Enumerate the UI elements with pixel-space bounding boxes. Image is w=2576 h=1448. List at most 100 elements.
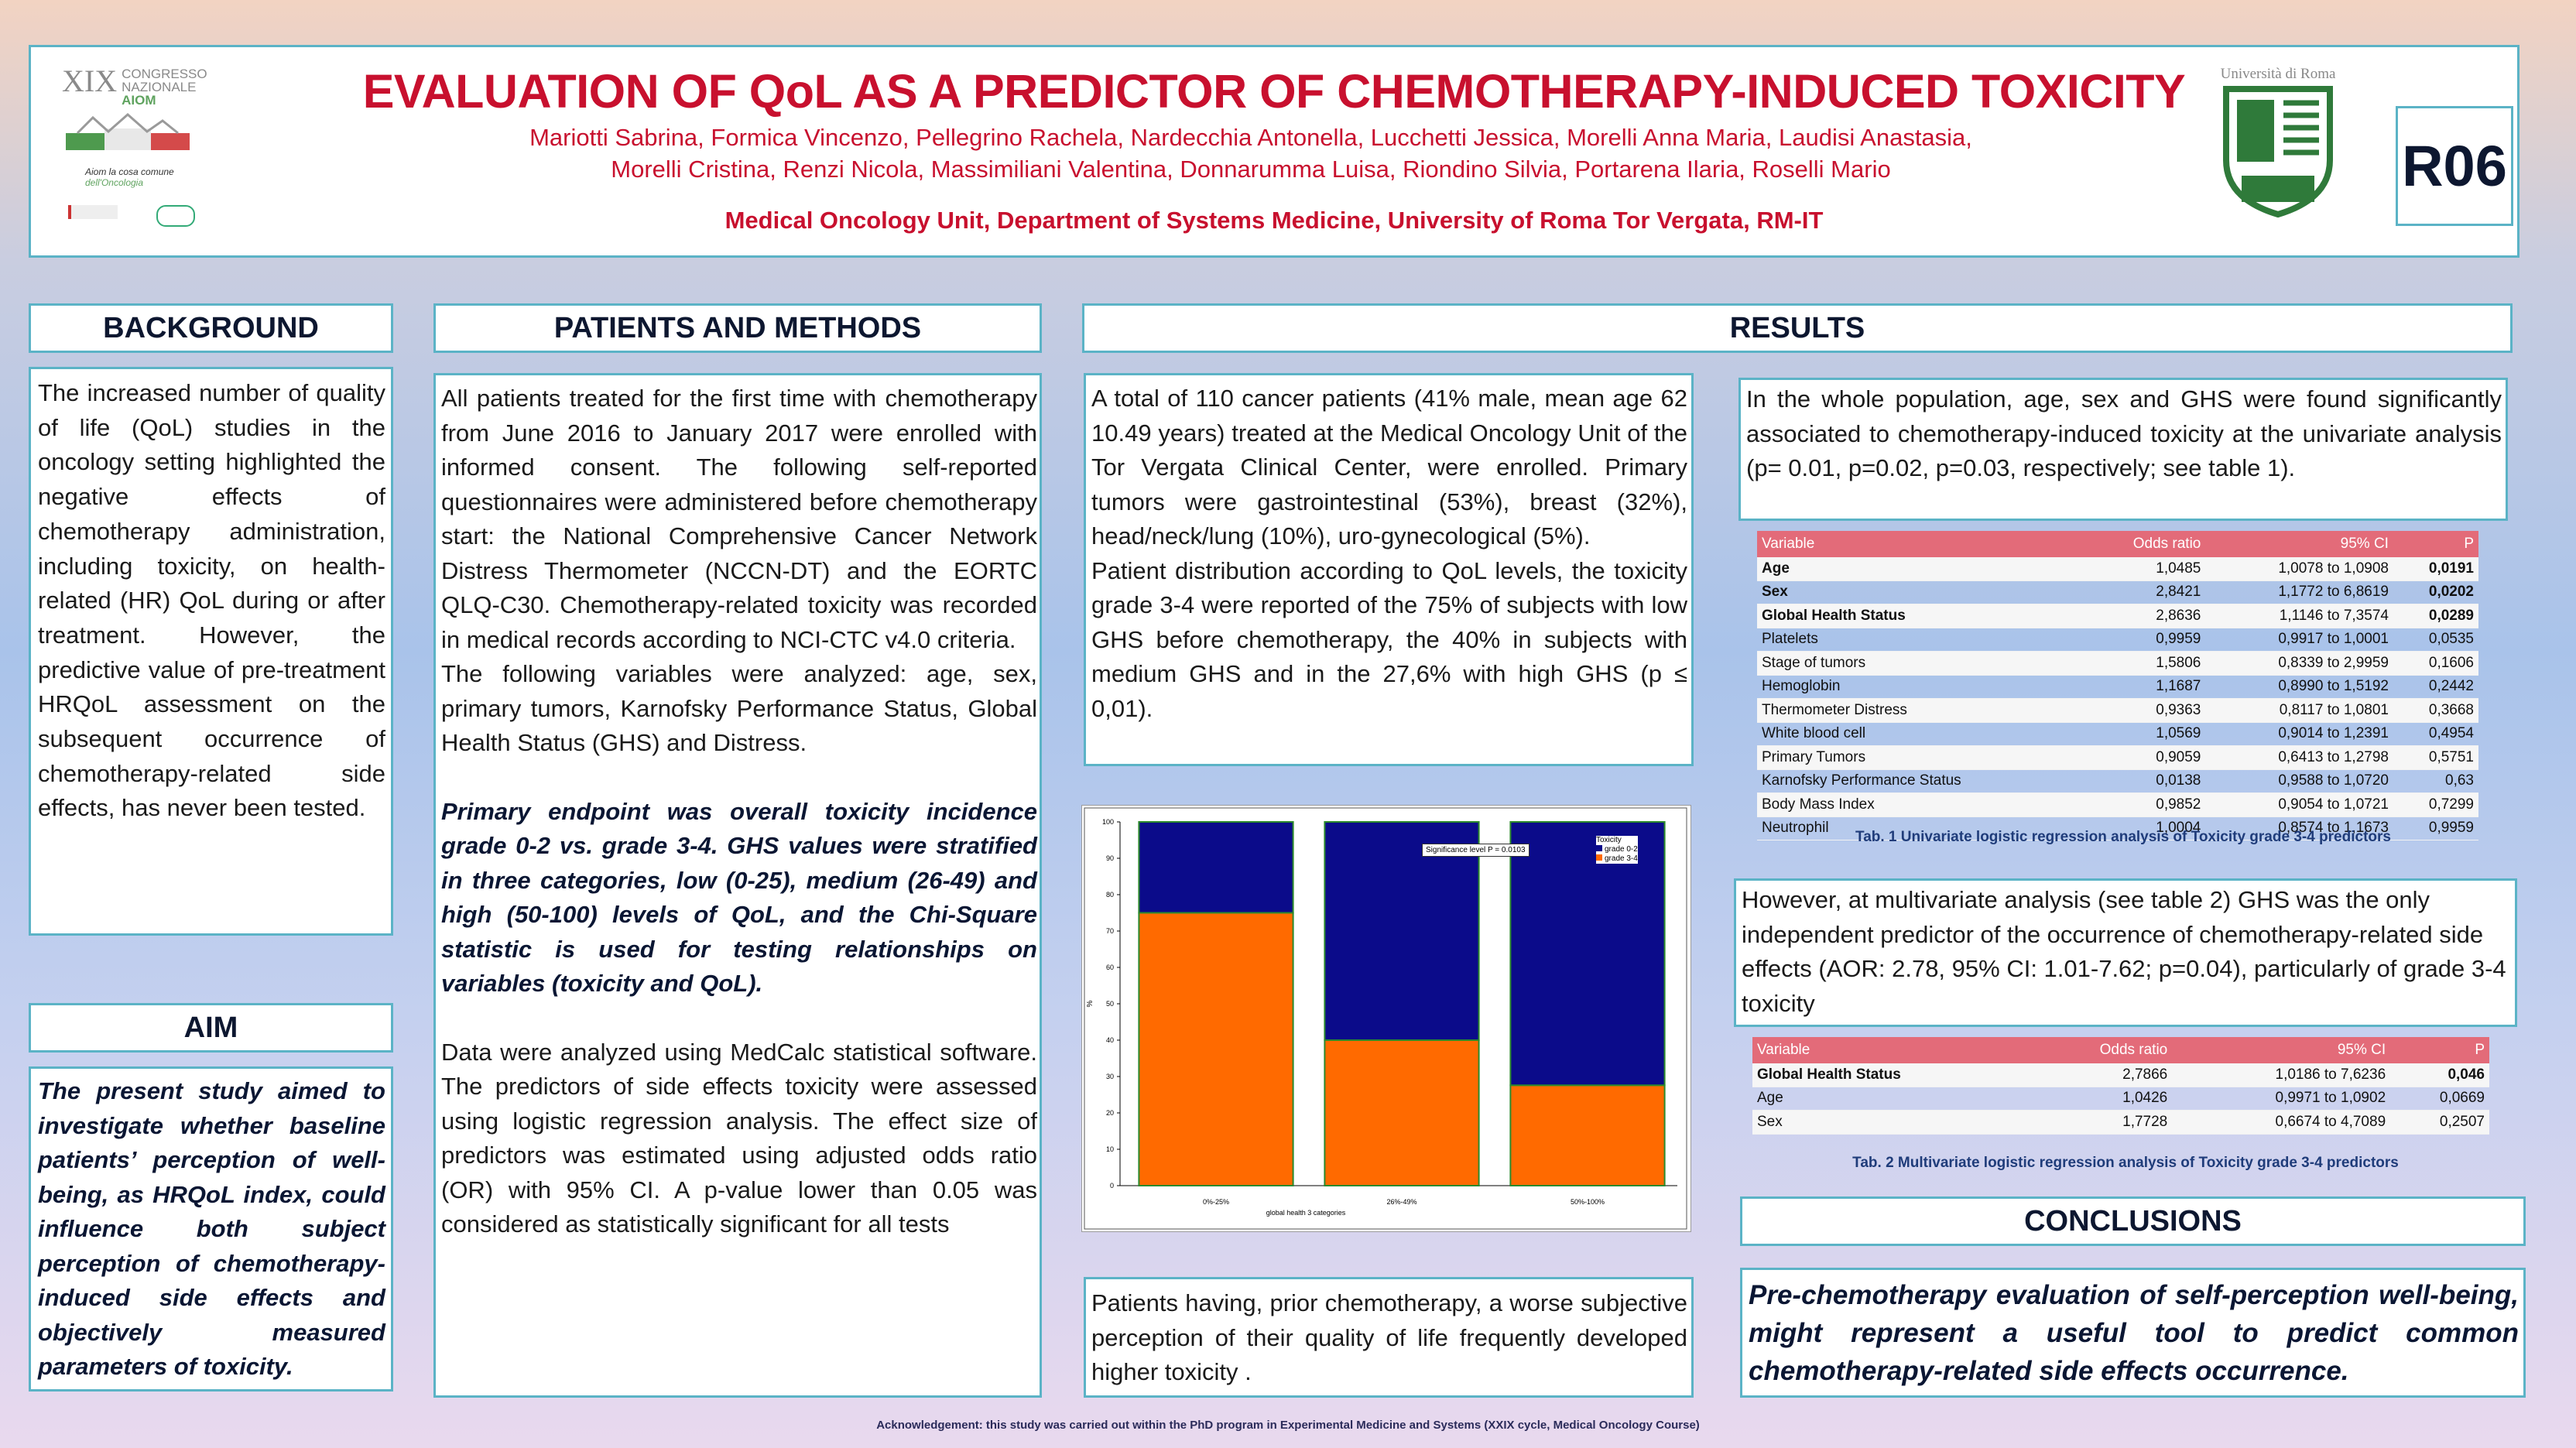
results-summary-text: A total of 110 cancer patients (41% male…	[1091, 382, 1687, 726]
methods-text: All patients treated for the first time …	[441, 382, 1037, 1242]
results-conclusion-panel: Patients having, prior chemotherapy, a w…	[1084, 1277, 1694, 1398]
table-cell: Platelets	[1757, 628, 2085, 652]
table-cell: 0,8574 to 1,1673	[2205, 816, 2393, 840]
multivariate-panel: However, at multivariate analysis (see t…	[1734, 878, 2517, 1027]
poster-id-badge: R06	[2396, 106, 2513, 226]
aim-panel: The present study aimed to investigate w…	[29, 1066, 393, 1392]
table-cell: 1,0078 to 1,0908	[2205, 557, 2393, 581]
table-cell: 0,9917 to 1,0001	[2205, 628, 2393, 652]
table-cell: 0,0669	[2390, 1087, 2489, 1111]
table-cell: Neutrophil	[1757, 816, 2085, 840]
table-cell: 0,9852	[2084, 792, 2206, 817]
table-cell: Hemoglobin	[1757, 675, 2085, 699]
table-cell: 0,9959	[2393, 816, 2478, 840]
y-tick-label: 50	[1106, 1000, 1114, 1008]
table-row: Platelets 0,9959 0,9917 to 1,0001 0,0535	[1757, 628, 2478, 652]
table-row: Sex 2,8421 1,1772 to 6,8619 0,0202	[1757, 580, 2478, 604]
table-cell: Thermometer Distress	[1757, 698, 2085, 723]
table-cell: 0,9054 to 1,0721	[2205, 792, 2393, 817]
table-cell: 1,0004	[2084, 816, 2206, 840]
methods-heading: PATIENTS AND METHODS	[433, 303, 1042, 353]
methods-paragraph-2: The following variables were analyzed: a…	[441, 660, 1037, 756]
table-cell: 0,5751	[2393, 745, 2478, 770]
congress-logo-graphic	[66, 113, 190, 150]
table-cell: Age	[1752, 1087, 2032, 1111]
table2-caption: Tab. 2 Multivariate logistic regression …	[1852, 1155, 2399, 1171]
table-cell: Stage of tumors	[1757, 651, 2085, 676]
bar-grade-0-2-2	[1509, 821, 1666, 1087]
table-cell: Sex	[1757, 580, 2085, 604]
table-row: Age 1,0485 1,0078 to 1,0908 0,0191	[1757, 557, 2478, 581]
university-logo: Università di Roma Tor Vergata	[2220, 66, 2336, 253]
table-header-cell: 95% CI	[2172, 1037, 2391, 1063]
table-cell: 1,0569	[2084, 722, 2206, 746]
table-cell: 1,1772 to 6,8619	[2205, 580, 2393, 604]
table-row: Hemoglobin 1,1687 0,8990 to 1,5192 0,2442	[1757, 675, 2478, 699]
table-cell: 2,8636	[2084, 604, 2206, 628]
bar-grade-0-2-1	[1324, 821, 1480, 1041]
table-row: Karnofsky Performance Status 0,0138 0,9588…	[1757, 769, 2478, 793]
table-cell: 1,7728	[2031, 1110, 2173, 1135]
aim-heading: AIM	[29, 1003, 393, 1053]
table-cell: 0,3668	[2393, 698, 2478, 723]
table-cell: Primary Tumors	[1757, 745, 2085, 770]
background-heading: BACKGROUND	[29, 303, 393, 353]
bar-grade-3-4-1	[1324, 1039, 1480, 1186]
spacer	[441, 761, 1037, 795]
table-cell: Sex	[1752, 1110, 2032, 1135]
y-tick-label: 90	[1106, 854, 1114, 862]
table-cell: Age	[1757, 557, 2085, 581]
table-header-cell: Variable	[1752, 1037, 2032, 1063]
table-cell: 0,2507	[2390, 1110, 2489, 1135]
univariate-text: In the whole population, age, sex and GH…	[1746, 385, 2502, 481]
chart-border	[1084, 807, 1687, 1230]
toxicity-chart: 0 10 20 30 40 50 60 70 80 90 100% 0%-25% 26%-49% 50%-…	[1081, 804, 1692, 1233]
results-paragraph-2: Patient distribution according to QoL le…	[1091, 556, 1687, 722]
table-header-cell: 95% CI	[2205, 531, 2393, 557]
table-cell: 0,9014 to 1,2391	[2205, 722, 2393, 746]
results-paragraph-1: A total of 110 cancer patients (41% male…	[1091, 385, 1687, 549]
table-cell: 0,0289	[2393, 604, 2478, 628]
poster-title: EVALUATION OF QoL AS A PREDICTOR OF CHEM…	[362, 65, 2186, 118]
x-tick-label: 26%-49%	[1386, 1198, 1416, 1206]
y-tick-label: 100	[1102, 818, 1114, 826]
table-cell: 1,1687	[2084, 675, 2206, 699]
table-cell: 0,2442	[2393, 675, 2478, 699]
results-summary-panel: A total of 110 cancer patients (41% male…	[1084, 373, 1694, 766]
header-panel: XIX CONGRESSO NAZIONALE AIOM Aiom la cos…	[29, 45, 2519, 258]
methods-paragraph-1: All patients treated for the first time …	[441, 385, 1037, 653]
sponsor-logos	[68, 205, 232, 227]
results-heading: RESULTS	[1082, 303, 2513, 353]
table-cell: 0,046	[2390, 1063, 2489, 1087]
table1-caption: Tab. 1 Univariate logistic regression an…	[1855, 829, 2391, 845]
table-cell: 0,9971 to 1,0902	[2172, 1087, 2391, 1111]
legend-title: Toxicity	[1596, 836, 1622, 844]
table-cell: 0,4954	[2393, 722, 2478, 746]
chart-legend: Toxicity grade 0-2 grade 3-4	[1596, 836, 1638, 864]
table-cell: 1,1146 to 7,3574	[2205, 604, 2393, 628]
university-shield-icon	[2223, 86, 2333, 218]
table-row: Global Health Status 2,7866 1,0186 to 7,62…	[1752, 1063, 2489, 1087]
y-tick-label: 70	[1106, 927, 1114, 935]
y-tick-label: 80	[1106, 891, 1114, 899]
table-header-cell: Variable	[1757, 531, 2085, 557]
conclusions-panel: Pre-chemotherapy evaluation of self-perc…	[1740, 1268, 2526, 1398]
table-cell: 1,0485	[2084, 557, 2206, 581]
table-cell: 0,6413 to 1,2798	[2205, 745, 2393, 770]
aim-text: The present study aimed to investigate w…	[38, 1077, 385, 1380]
y-tick-label: 60	[1106, 964, 1114, 971]
x-tick-label: 0%-25%	[1203, 1198, 1229, 1206]
spacer	[441, 1001, 1037, 1036]
conclusions-text: Pre-chemotherapy evaluation of self-perc…	[1749, 1280, 2519, 1386]
table-cell: 0,0535	[2393, 628, 2478, 652]
results-paragraph-3: Patients having, prior chemotherapy, a w…	[1091, 1289, 1687, 1385]
table-cell: Global Health Status	[1752, 1063, 2032, 1087]
y-tick-label: 20	[1106, 1109, 1114, 1117]
table-row: Primary Tumors 0,9059 0,6413 to 1,2798 0,57…	[1757, 745, 2478, 770]
table-cell: 0,0202	[2393, 580, 2478, 604]
methods-paragraph-3: Primary endpoint was overall toxicity in…	[441, 797, 1037, 998]
table-cell: Karnofsky Performance Status	[1757, 769, 2085, 793]
congress-logo: XIX CONGRESSO NAZIONALE AIOM Aiom la cos…	[62, 63, 232, 241]
background-panel: The increased number of quality of life …	[29, 367, 393, 936]
y-tick-label: 30	[1106, 1073, 1114, 1080]
